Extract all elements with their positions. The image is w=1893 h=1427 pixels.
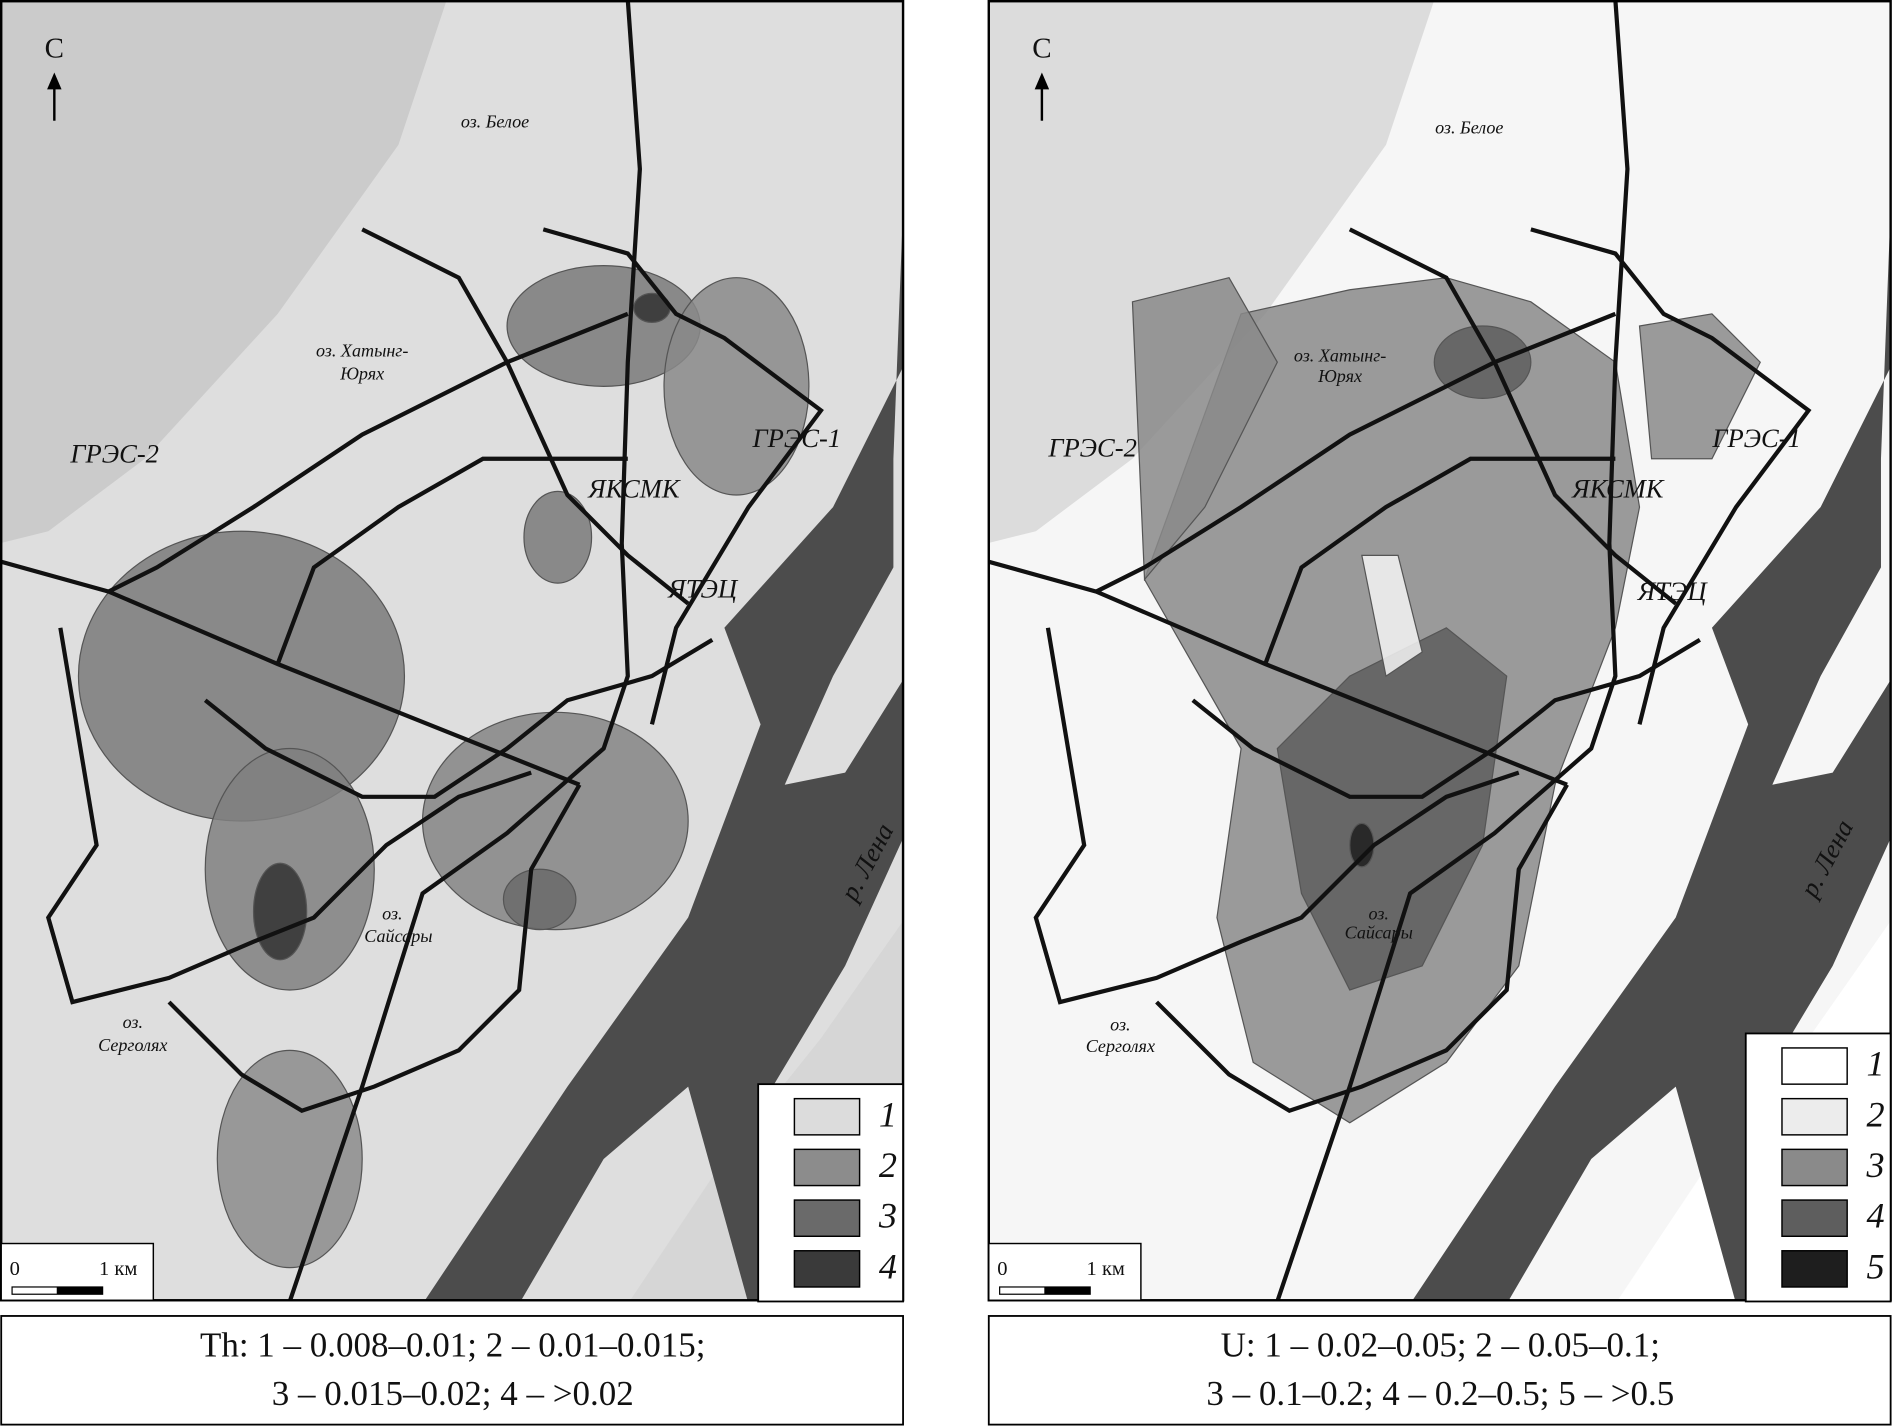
place-label: оз. Белое	[461, 111, 529, 131]
road	[542, 227, 824, 725]
legend-swatch	[793, 1199, 861, 1237]
zone	[523, 490, 593, 584]
legend-swatch	[793, 1148, 861, 1187]
place-label: оз.	[1369, 903, 1389, 923]
zone	[663, 277, 810, 496]
road	[1095, 311, 1617, 594]
place-label: ГРЭС-2	[1047, 432, 1137, 462]
place-label: Сайсары	[1345, 923, 1413, 943]
place-label: оз. Хатынг-	[1294, 346, 1386, 366]
legend-label: 1	[1866, 1044, 1884, 1084]
caption-line: U: 1 – 0.02–0.05; 2 – 0.05–0.1;	[1221, 1326, 1660, 1365]
water-area	[1, 1, 447, 543]
legend-label: 4	[879, 1246, 897, 1286]
caption-line: Th: 1 – 0.008–0.01; 2 – 0.01–0.015;	[200, 1326, 706, 1365]
panel-frame	[987, 0, 1892, 1302]
scale-bar-fill	[56, 1286, 103, 1295]
map-panel: Соз. Белое оз. Хатынг- Юрях ГРЭС-2 ГРЭС-1 ЯКС…	[0, 0, 905, 1426]
legend-label: 3	[878, 1196, 897, 1236]
scale-bar-fill	[1044, 1286, 1091, 1295]
place-label: Серголях	[1086, 1036, 1155, 1056]
road	[287, 1, 642, 1301]
road	[1155, 783, 1569, 1114]
legend-label: 2	[1866, 1094, 1884, 1134]
caption-line: 3 – 0.1–0.2; 4 – 0.2–0.5; 5 – >0.5	[1206, 1374, 1674, 1413]
place-label: ЯТЭЦ	[667, 574, 739, 604]
legend-label: 1	[879, 1094, 897, 1134]
legend-swatch	[1781, 1250, 1848, 1288]
place-label: оз. Белое	[1435, 117, 1503, 137]
road	[45, 627, 532, 1005]
legend-swatch	[793, 1250, 861, 1288]
legend-swatch	[1781, 1199, 1848, 1237]
scale-label: 1 км	[1087, 1258, 1125, 1280]
road	[167, 783, 582, 1114]
place-label: Юрях	[1317, 366, 1362, 386]
zone	[1276, 627, 1508, 991]
legend-label: 3	[1865, 1145, 1884, 1185]
road	[275, 456, 628, 665]
scale-label: 0	[997, 1258, 1007, 1280]
place-label: Серголях	[98, 1035, 167, 1055]
north-label: С	[45, 32, 64, 64]
river	[1412, 207, 1891, 1301]
zone	[1349, 822, 1375, 868]
zone	[252, 862, 308, 961]
caption-line: 3 – 0.015–0.02; 4 – >0.02	[272, 1374, 634, 1413]
legend-label: 2	[879, 1145, 897, 1185]
zone	[1361, 554, 1423, 678]
legend-label: 4	[1866, 1196, 1884, 1236]
legend-swatch	[793, 1097, 861, 1136]
road	[1275, 1, 1630, 1301]
place-label: ЯКСМК	[1571, 473, 1665, 503]
road	[1263, 456, 1616, 665]
scale-label: 1 км	[99, 1258, 137, 1280]
place-label: Сайсары	[364, 926, 432, 946]
place-label: ГРЭС-2	[69, 438, 159, 468]
road	[203, 638, 714, 799]
legend-swatch	[1781, 1097, 1848, 1136]
road	[1191, 638, 1701, 799]
water-area	[988, 1, 1434, 543]
caption-box	[0, 1315, 904, 1426]
road	[1530, 227, 1812, 725]
caption-box	[987, 1315, 1892, 1426]
panel-frame	[0, 0, 905, 1302]
legend-swatch	[1781, 1047, 1848, 1085]
north-arrow-head	[1034, 72, 1050, 90]
river	[424, 207, 904, 1301]
road	[361, 227, 690, 606]
place-label: оз.	[382, 903, 402, 923]
north-arrow-head	[47, 72, 62, 90]
place-label: оз.	[123, 1012, 143, 1032]
legend-label: 5	[1866, 1246, 1884, 1286]
place-label: ЯТЭЦ	[1637, 576, 1709, 606]
north-label: С	[1032, 32, 1051, 64]
zone	[1131, 276, 1279, 582]
place-label: ЯКСМК	[587, 473, 681, 503]
place-label: Юрях	[339, 364, 384, 384]
place-label: оз.	[1110, 1014, 1130, 1034]
place-label: ГРЭС-1	[1711, 423, 1801, 453]
zone	[216, 1049, 363, 1269]
legend-swatch	[1781, 1148, 1848, 1187]
map-panel: Соз. Белое оз. Хатынг-Юрях ГРЭС-2 ГРЭС-1 ЯКС…	[987, 0, 1892, 1426]
road	[1348, 227, 1678, 606]
road	[1033, 627, 1520, 1005]
scale-label: 0	[10, 1258, 20, 1280]
place-label: ГРЭС-1	[752, 423, 842, 453]
zone	[502, 868, 577, 931]
place-label: оз. Хатынг-	[316, 341, 408, 361]
road	[107, 311, 629, 594]
